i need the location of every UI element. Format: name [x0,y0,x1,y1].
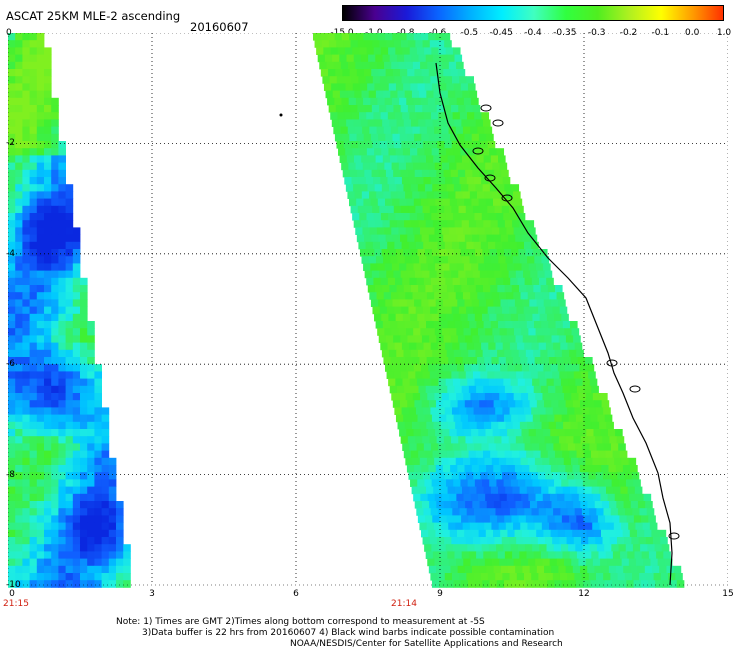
color-scale-gradient [343,6,723,20]
island-dot [279,113,283,117]
y-tick-label: -2 [6,138,15,149]
coastline [435,62,673,586]
x-tick-label: 9 [437,589,443,599]
island-outline [472,147,484,155]
x-tick-label: 0 [9,589,15,599]
swath-time-right: 21:14 [391,599,417,609]
color-scale-label: -0.5 [460,28,479,38]
product-title: ASCAT 25KM MLE-2 ascending [6,9,181,23]
island-outline [492,119,504,127]
x-tick-label: 15 [722,589,734,599]
x-tick-label: 6 [293,589,299,599]
y-tick-label: -6 [6,359,15,370]
x-tick-label: 12 [578,589,590,599]
swath-map-plot [8,33,728,588]
plot-frame [8,33,728,586]
swath-time-left: 21:15 [3,599,29,609]
backscatter-swath-pixels [8,33,685,588]
island-outline [480,104,492,112]
x-tick-label: 3 [149,589,155,599]
y-tick-label: -4 [6,248,15,259]
color-scale-bar [342,5,724,21]
grid-lines [8,33,728,585]
y-tick-label: -10 [6,580,21,590]
y-tick-label: 0 [6,28,12,38]
island-outline [501,194,513,202]
island-outline [629,385,641,393]
note-line-1: Note: 1) Times are GMT 2)Times along bot… [116,617,485,627]
product-date: 20160607 [190,20,249,34]
island-outline [668,532,680,540]
note-line-3: NOAA/NESDIS/Center for Satellite Applica… [290,639,563,649]
island-outline [484,174,496,182]
island-outline [606,359,618,367]
note-line-2: 3)Data buffer is 22 hrs from 20160607 4)… [142,628,555,638]
color-scale-label: -0.45 [489,28,513,38]
y-tick-label: -8 [6,469,15,480]
